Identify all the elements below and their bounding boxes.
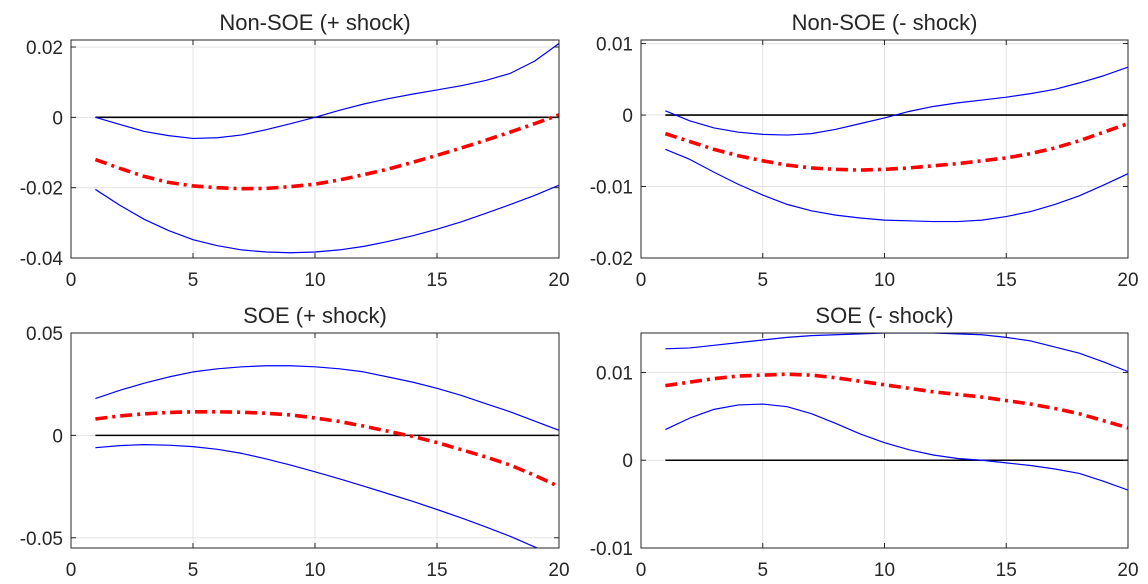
panel-title: SOE (+ shock)	[243, 303, 387, 328]
series-point-line	[94, 113, 559, 191]
series-upper-line	[95, 365, 559, 431]
x-tick-label: 10	[874, 270, 895, 291]
y-tick-label: 0.05	[26, 324, 63, 345]
x-tick-label: 15	[996, 560, 1017, 581]
y-tick-label: 0.02	[26, 38, 63, 59]
x-tick-label: 5	[757, 270, 768, 291]
x-tick-label: 20	[548, 560, 569, 581]
x-tick-label: 15	[426, 270, 447, 291]
y-tick-label: 0	[622, 106, 633, 127]
x-tick-label: 10	[874, 560, 895, 581]
y-tick-label: -0.04	[20, 249, 64, 270]
panel-title: SOE (- shock)	[815, 303, 953, 328]
series-lower-line	[95, 184, 559, 254]
y-tick-label: -0.02	[590, 249, 633, 270]
y-tick-label: -0.01	[590, 539, 633, 560]
x-tick-label: 0	[66, 270, 77, 291]
y-tick-label: 0.01	[596, 363, 633, 384]
panel-1: 0 5 10 15 20 -0.04 -0.02 0 0.02 Non-SOE (+ shock)	[20, 10, 570, 291]
x-tick-label: 20	[1117, 560, 1138, 581]
x-tick-label: 5	[188, 270, 199, 291]
x-tick-label: 0	[636, 270, 647, 291]
x-tick-label: 5	[188, 560, 199, 581]
x-tick-label: 0	[636, 560, 647, 581]
series-upper-line	[95, 43, 559, 140]
x-tick-label: 20	[1117, 270, 1138, 291]
x-tick-label: 10	[304, 270, 325, 291]
series-lower-line	[665, 148, 1128, 223]
y-tick-label: 0	[622, 451, 633, 472]
y-tick-label: -0.02	[20, 179, 63, 200]
x-tick-label: 10	[304, 560, 325, 581]
x-tick-label: 20	[548, 270, 569, 291]
y-tick-label: -0.01	[590, 178, 633, 199]
panel-2: 0 5 10 15 20 -0.02 -0.01 0 0.01 Non-SOE (- shock)	[590, 10, 1139, 291]
panel-title: Non-SOE (- shock)	[792, 10, 978, 35]
y-tick-label: -0.05	[20, 529, 63, 550]
x-tick-label: 0	[66, 560, 77, 581]
series-point-line	[95, 410, 559, 489]
y-tick-label: 0.01	[596, 35, 633, 56]
series-upper-line	[665, 333, 1128, 373]
panel-title: Non-SOE (+ shock)	[219, 10, 410, 35]
y-tick-label: 0	[52, 108, 63, 129]
series-point-line	[665, 372, 1128, 430]
x-tick-label: 5	[757, 560, 768, 581]
series-lower-line	[665, 403, 1128, 491]
series-upper-line	[665, 66, 1128, 136]
series-point-line	[664, 121, 1128, 172]
x-tick-label: 15	[996, 270, 1017, 291]
y-tick-label: 0	[52, 426, 63, 447]
series-lower-line	[95, 444, 540, 548]
x-tick-label: 15	[426, 560, 447, 581]
